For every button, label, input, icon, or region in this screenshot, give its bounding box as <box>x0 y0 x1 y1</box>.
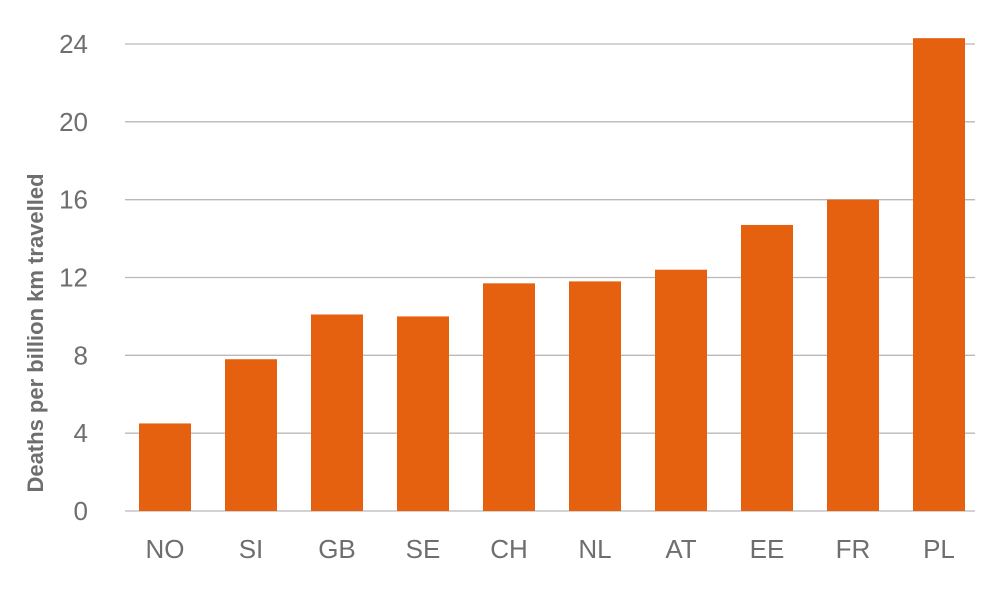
y-tick-label: 4 <box>74 418 88 448</box>
x-category-label: CH <box>490 534 528 564</box>
bar-ee <box>741 224 793 511</box>
bar-nl <box>569 281 621 511</box>
y-tick-label: 12 <box>59 263 88 293</box>
x-category-label: SI <box>239 534 264 564</box>
x-axis-categories: NO SI GB SE CH NL AT EE FR PL <box>146 534 955 564</box>
bar-at <box>655 269 707 511</box>
bar-se <box>397 316 449 511</box>
y-axis-title: Deaths per billion km travelled <box>23 173 48 492</box>
bar-fr <box>827 199 879 511</box>
y-tick-label: 8 <box>74 340 88 370</box>
bars <box>139 38 965 511</box>
x-category-label: GB <box>318 534 356 564</box>
bar-si <box>225 359 277 511</box>
y-tick-label: 20 <box>59 107 88 137</box>
y-axis-ticks: 0 4 8 12 16 20 24 <box>59 29 88 526</box>
x-category-label: NL <box>578 534 611 564</box>
x-category-label: SE <box>406 534 441 564</box>
bar-no <box>139 423 191 511</box>
x-category-label: AT <box>665 534 696 564</box>
bar-ch <box>483 283 535 511</box>
y-tick-label: 0 <box>74 496 88 526</box>
y-tick-label: 24 <box>59 29 88 59</box>
x-category-label: PL <box>923 534 955 564</box>
x-category-label: FR <box>836 534 871 564</box>
y-tick-label: 16 <box>59 185 88 215</box>
x-category-label: NO <box>146 534 185 564</box>
bar-pl <box>913 38 965 511</box>
bar-gb <box>311 314 363 511</box>
x-category-label: EE <box>750 534 785 564</box>
